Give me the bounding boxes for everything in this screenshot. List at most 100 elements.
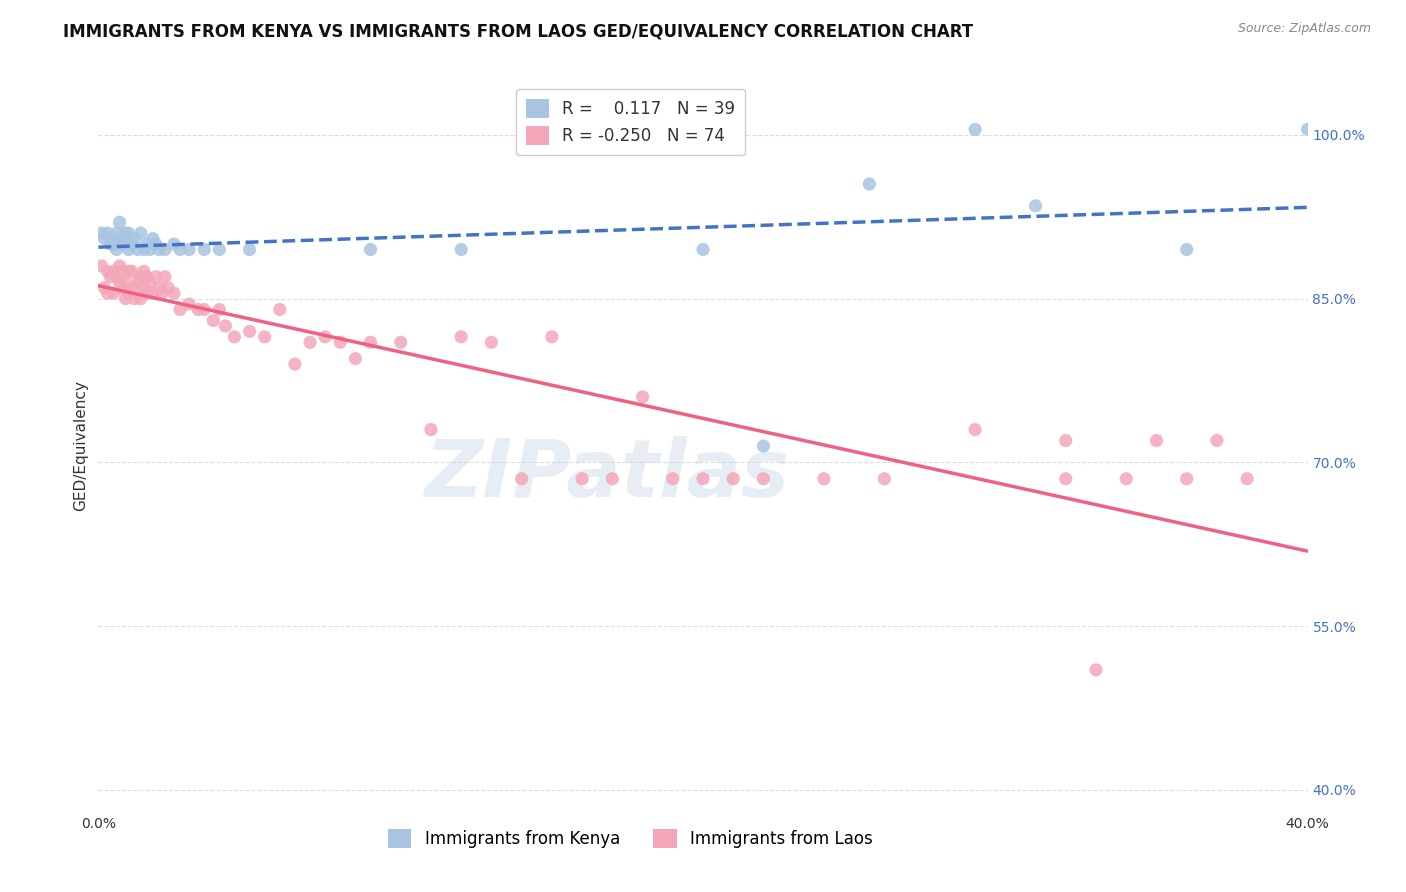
Point xyxy=(93,231,115,245)
Point xyxy=(1115,472,1137,486)
Point xyxy=(96,286,118,301)
Point xyxy=(360,335,382,350)
Point xyxy=(193,243,215,257)
Point xyxy=(135,237,157,252)
Point xyxy=(142,286,165,301)
Point xyxy=(96,264,118,278)
Point xyxy=(129,226,152,240)
Point xyxy=(420,423,443,437)
Point xyxy=(239,243,262,257)
Point xyxy=(299,335,322,350)
Point xyxy=(224,330,246,344)
Point xyxy=(127,275,149,289)
Point xyxy=(179,243,201,257)
Point xyxy=(858,177,880,191)
Point xyxy=(813,472,835,486)
Point xyxy=(1296,122,1319,136)
Point xyxy=(105,226,128,240)
Point xyxy=(1054,472,1077,486)
Point xyxy=(360,243,382,257)
Point xyxy=(1144,434,1167,448)
Point xyxy=(114,292,136,306)
Point xyxy=(208,243,231,257)
Point xyxy=(389,335,412,350)
Point xyxy=(103,237,125,252)
Point xyxy=(100,269,122,284)
Y-axis label: GED/Equivalency: GED/Equivalency xyxy=(73,381,89,511)
Point xyxy=(193,302,215,317)
Point xyxy=(873,472,896,486)
Point xyxy=(344,351,367,366)
Point xyxy=(965,423,987,437)
Point xyxy=(153,243,176,257)
Point xyxy=(100,237,122,252)
Point xyxy=(965,122,987,136)
Point xyxy=(139,275,162,289)
Point xyxy=(105,243,128,257)
Point xyxy=(631,390,654,404)
Point xyxy=(111,237,134,252)
Point xyxy=(103,286,125,301)
Point xyxy=(692,472,714,486)
Text: Source: ZipAtlas.com: Source: ZipAtlas.com xyxy=(1237,22,1371,36)
Point xyxy=(314,330,336,344)
Point xyxy=(723,472,745,486)
Point xyxy=(510,472,533,486)
Point xyxy=(145,269,167,284)
Text: IMMIGRANTS FROM KENYA VS IMMIGRANTS FROM LAOS GED/EQUIVALENCY CORRELATION CHART: IMMIGRANTS FROM KENYA VS IMMIGRANTS FROM… xyxy=(63,22,973,40)
Point xyxy=(90,259,112,273)
Point xyxy=(661,472,683,486)
Point xyxy=(1175,243,1198,257)
Point xyxy=(118,264,141,278)
Point xyxy=(139,243,162,257)
Point xyxy=(148,243,170,257)
Point xyxy=(571,472,593,486)
Point xyxy=(124,292,146,306)
Point xyxy=(208,302,231,317)
Point xyxy=(156,281,179,295)
Point xyxy=(132,281,155,295)
Point xyxy=(142,231,165,245)
Point xyxy=(135,286,157,301)
Point xyxy=(114,275,136,289)
Point xyxy=(752,472,775,486)
Point xyxy=(118,243,141,257)
Point xyxy=(1236,472,1258,486)
Legend: Immigrants from Kenya, Immigrants from Laos: Immigrants from Kenya, Immigrants from L… xyxy=(381,822,879,855)
Point xyxy=(153,269,176,284)
Point xyxy=(1175,472,1198,486)
Point xyxy=(132,264,155,278)
Point xyxy=(450,330,472,344)
Point xyxy=(692,243,714,257)
Point xyxy=(111,264,134,278)
Point xyxy=(108,231,131,245)
Point xyxy=(127,243,149,257)
Point xyxy=(135,269,157,284)
Point xyxy=(132,243,155,257)
Point xyxy=(93,281,115,295)
Point xyxy=(118,286,141,301)
Point xyxy=(124,281,146,295)
Point xyxy=(1024,199,1046,213)
Point xyxy=(1085,663,1108,677)
Point xyxy=(239,324,262,338)
Point xyxy=(150,286,173,301)
Point xyxy=(269,302,291,317)
Point xyxy=(114,226,136,240)
Point xyxy=(214,318,236,333)
Point xyxy=(602,472,624,486)
Point xyxy=(179,297,201,311)
Point xyxy=(108,259,131,273)
Point xyxy=(481,335,503,350)
Point xyxy=(118,226,141,240)
Point xyxy=(108,215,131,229)
Point xyxy=(187,302,209,317)
Point xyxy=(202,313,225,327)
Point xyxy=(163,237,186,252)
Point xyxy=(540,330,562,344)
Point xyxy=(450,243,472,257)
Point xyxy=(129,269,152,284)
Point xyxy=(90,226,112,240)
Point xyxy=(169,302,191,317)
Point xyxy=(329,335,352,350)
